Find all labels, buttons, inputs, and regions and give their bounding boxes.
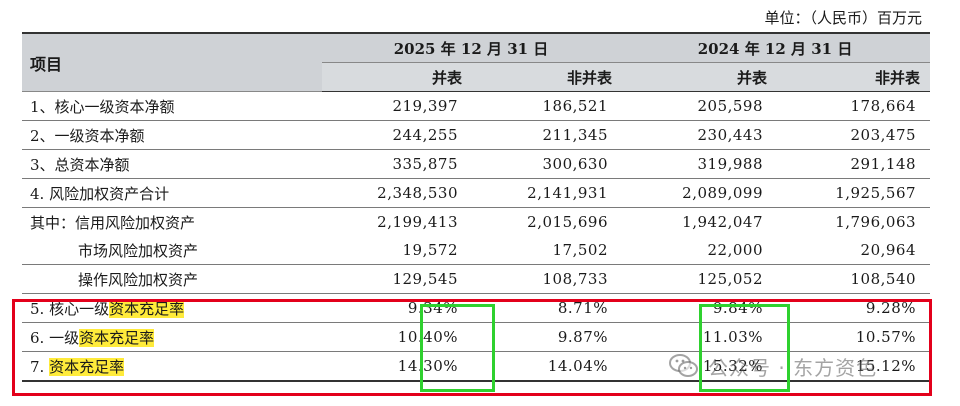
header-year-2025: 2025 年 12 月 31 日 [322, 33, 623, 63]
table-row: 操作风险加权资产 129,545 108,733 125,052 108,540 [22, 265, 931, 294]
header-item: 项目 [22, 33, 322, 92]
cell-2025-consolidated: 129,545 [392, 270, 458, 288]
cell-2024-consolidated: 22,000 [707, 241, 764, 259]
row-label: 其中：信用风险加权资产 [30, 213, 196, 232]
unit-label: 单位：（人民币）百万元 [764, 9, 922, 27]
cell-2025-consolidated: 19,572 [402, 241, 458, 259]
cell-2025-non-consolidated: 108,733 [542, 270, 609, 288]
header-2024-non-consolidated: 非并表 [777, 62, 931, 92]
cell-2025-consolidated: 244,255 [392, 126, 458, 144]
cell-2024-consolidated: 9.84% [712, 299, 764, 317]
row-label: 操作风险加权资产 [78, 270, 199, 289]
cell-2024-non-consolidated: 20,964 [860, 241, 917, 259]
cell-2024-non-consolidated: 1,796,063 [835, 213, 917, 231]
table-row: 其中：信用风险加权资产 2,199,413 2,015,696 1,942,04… [22, 208, 930, 237]
cell-2025-non-consolidated: 211,345 [542, 126, 609, 144]
row-label-prefix: 7. [30, 357, 50, 376]
cell-2024-non-consolidated: 178,664 [850, 97, 917, 115]
cell-2024-non-consolidated: 108,540 [850, 270, 917, 288]
cell-2025-non-consolidated: 9.87% [557, 328, 609, 346]
watermark-text: 公众号 · 东方资色 [708, 355, 878, 380]
cell-2025-consolidated: 219,397 [392, 97, 458, 115]
cell-2024-non-consolidated: 203,475 [850, 126, 917, 144]
row-label: 3、总资本净额 [30, 155, 130, 174]
cell-2024-consolidated: 319,988 [697, 155, 764, 173]
cell-2024-non-consolidated: 15.12% [855, 357, 917, 375]
cell-2025-non-consolidated: 2,141,931 [527, 184, 609, 202]
cell-2025-non-consolidated: 300,630 [542, 155, 609, 173]
row-label-prefix: 5. 核心一级 [30, 299, 110, 318]
cell-2025-non-consolidated: 14.04% [547, 357, 609, 375]
row-label-highlight: 资本充足率 [79, 328, 155, 347]
cell-2024-non-consolidated: 1,925,567 [835, 184, 917, 202]
row-label: 7. 资本充足率 [22, 352, 322, 382]
cell-2025-consolidated: 335,875 [392, 155, 458, 173]
row-label: 4. 风险加权资产合计 [30, 184, 170, 203]
cell-2024-consolidated: 11.03% [702, 328, 764, 346]
cell-2025-consolidated: 2,199,413 [377, 213, 458, 231]
cell-2024-non-consolidated: 291,148 [850, 155, 917, 173]
row-label: 6. 一级资本充足率 [22, 323, 322, 352]
row-label-highlight: 资本充足率 [109, 299, 185, 318]
table-row: 7. 资本充足率 14.30% 14.04% 15.32% 15.12% [22, 352, 931, 382]
cell-2024-non-consolidated: 10.57% [855, 328, 917, 346]
table-row: 2、一级资本净额 244,255 211,345 230,443 203,475 [22, 121, 931, 150]
cell-2024-consolidated: 2,089,099 [682, 184, 764, 202]
cell-2024-consolidated: 1,942,047 [682, 213, 764, 231]
cell-2025-non-consolidated: 2,015,696 [527, 213, 609, 231]
cell-2024-non-consolidated: 9.28% [865, 299, 917, 317]
cell-2024-consolidated: 15.32% [702, 357, 764, 375]
cell-2025-non-consolidated: 17,502 [552, 241, 609, 259]
table-row: 6. 一级资本充足率 10.40% 9.87% 11.03% 10.57% [22, 323, 931, 352]
cell-2025-non-consolidated: 186,521 [542, 97, 609, 115]
header-2025-non-consolidated: 非并表 [472, 62, 623, 92]
table-row: 市场风险加权资产 19,572 17,502 22,000 20,964 [22, 236, 931, 265]
row-label: 1、核心一级资本净额 [30, 97, 175, 116]
cell-2025-non-consolidated: 8.71% [557, 299, 609, 317]
cell-2024-consolidated: 125,052 [697, 270, 764, 288]
table-row: 3、总资本净额 335,875 300,630 319,988 291,148 [22, 150, 931, 179]
cell-2024-consolidated: 205,598 [697, 97, 764, 115]
row-label: 2、一级资本净额 [30, 126, 145, 145]
watermark: 公众号 · 东方资色 [668, 346, 877, 386]
row-label: 市场风险加权资产 [78, 241, 199, 260]
row-label: 5. 核心一级资本充足率 [22, 294, 322, 323]
row-label-prefix: 6. 一级 [30, 328, 80, 347]
capital-ratio-highlight-box [12, 299, 932, 396]
header-year-2024: 2024 年 12 月 31 日 [622, 33, 931, 63]
cell-2025-consolidated: 14.30% [397, 357, 458, 375]
table-row: 1、核心一级资本净额 219,397 186,521 205,598 178,6… [22, 92, 931, 121]
header-2024-consolidated: 并表 [622, 62, 778, 92]
ratio-2024-highlight-box [699, 304, 790, 392]
ratio-2025-highlight-box [420, 304, 495, 392]
cell-2024-consolidated: 230,443 [697, 126, 764, 144]
table-row: 4. 风险加权资产合计 2,348,530 2,141,931 2,089,09… [22, 179, 931, 208]
row-label-highlight: 资本充足率 [49, 357, 125, 376]
wechat-icon [668, 350, 700, 382]
cell-2025-consolidated: 10.40% [397, 328, 458, 346]
cell-2025-consolidated: 2,348,530 [377, 184, 458, 202]
header-2025-consolidated: 并表 [322, 62, 472, 92]
